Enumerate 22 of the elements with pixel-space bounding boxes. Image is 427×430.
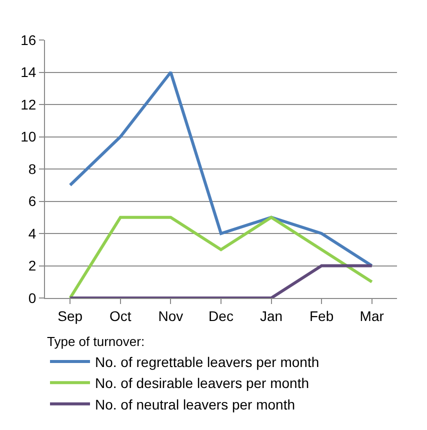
line-series <box>68 216 374 298</box>
y-tick-label: 8 <box>28 160 36 177</box>
y-tick-label: 10 <box>20 128 36 145</box>
y-tick-label: 12 <box>20 96 36 112</box>
x-tick-label: Feb <box>310 308 334 324</box>
y-tick-label: 6 <box>28 193 36 210</box>
x-tick-label: Sep <box>58 308 83 324</box>
y-tick-label: 4 <box>28 225 36 242</box>
y-tick-label: 0 <box>28 290 36 306</box>
line-series <box>68 70 374 268</box>
y-tick-label: 16 <box>20 32 36 48</box>
x-tick-label: Mar <box>360 308 384 324</box>
legend-label: No. of neutral leavers per month <box>95 396 295 412</box>
y-tick-label: 2 <box>28 258 36 274</box>
legend-label: No. of regrettable leavers per month <box>95 354 320 370</box>
x-tick-label: Dec <box>208 308 234 324</box>
y-tick-label: 14 <box>20 64 36 80</box>
x-tick-label: Jan <box>260 308 283 324</box>
legend-label: No. of desirable leavers per month <box>95 375 309 392</box>
legend-title: Type of turnover: <box>47 334 145 349</box>
x-tick-label: Oct <box>110 308 132 324</box>
x-tick-label: Nov <box>158 308 184 324</box>
